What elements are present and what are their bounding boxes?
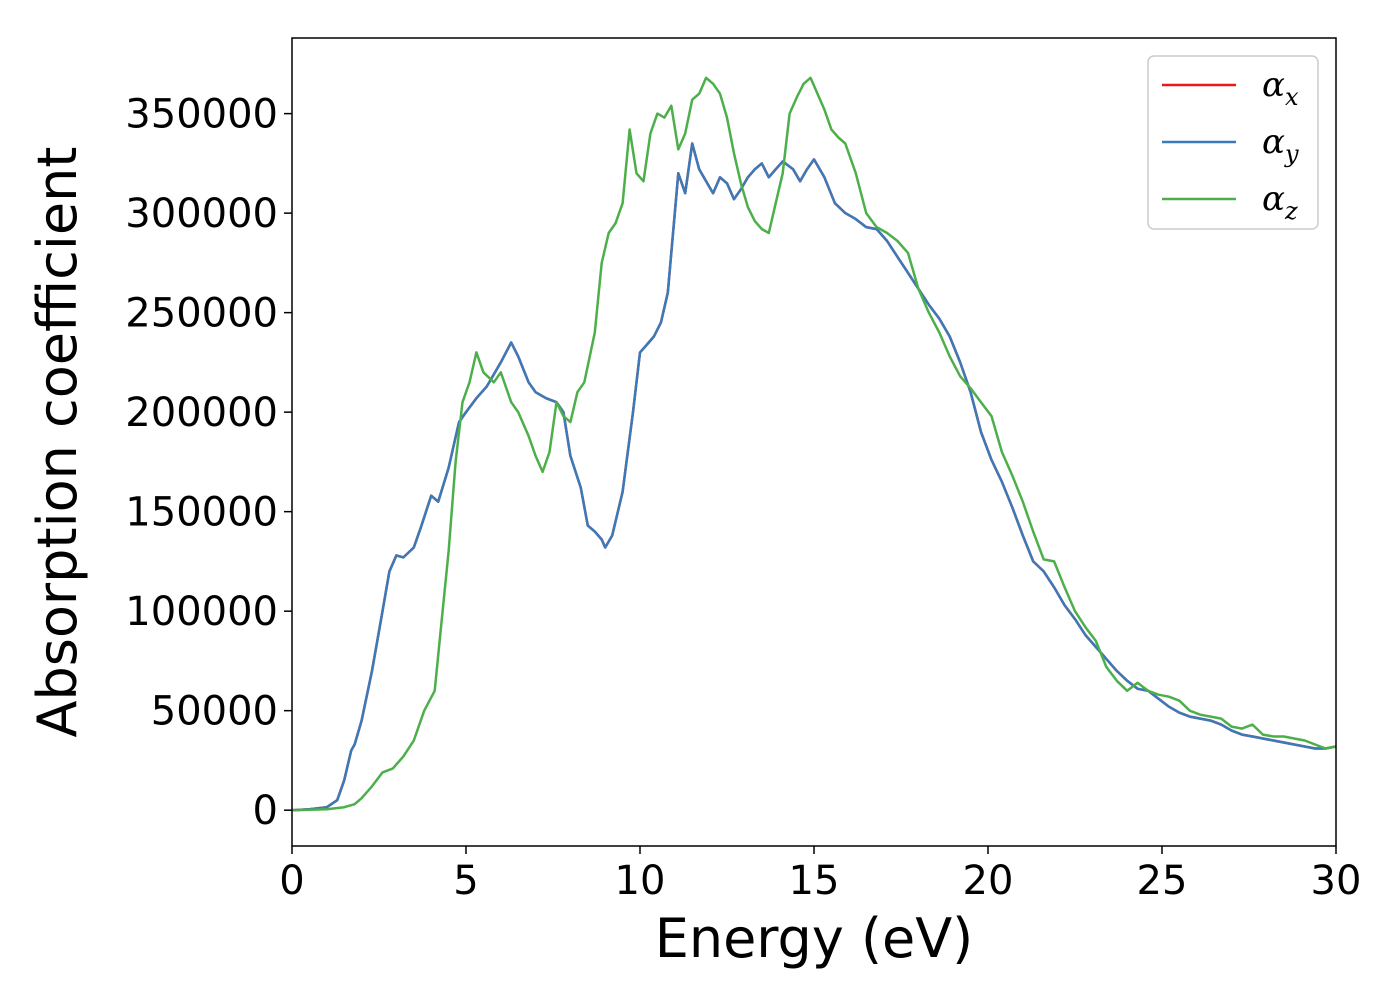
y-tick-label: 150000 <box>125 490 278 536</box>
y-tick-label: 200000 <box>125 390 278 436</box>
x-tick-label: 25 <box>1137 858 1188 904</box>
x-axis-label: Energy (eV) <box>655 907 974 970</box>
legend-symbol: α <box>1262 122 1285 162</box>
y-tick-label: 50000 <box>151 689 278 735</box>
x-axis: 0 5 10 15 20 25 30 <box>279 846 1361 904</box>
x-tick-label: 10 <box>615 858 666 904</box>
y-tick-label: 350000 <box>125 92 278 138</box>
series-line-z <box>292 76 1336 812</box>
y-tick-label: 100000 <box>125 589 278 635</box>
legend-subscript: y <box>1284 140 1299 168</box>
x-tick-label: 15 <box>789 858 840 904</box>
x-tick-label: 20 <box>963 858 1014 904</box>
series-line-x <box>292 142 1336 812</box>
y-tick-label: 300000 <box>125 191 278 237</box>
legend-entry-y: αy <box>1262 122 1299 168</box>
x-tick-label: 5 <box>453 858 478 904</box>
legend-entry-z: αz <box>1262 179 1298 225</box>
x-tick-label: 0 <box>279 858 304 904</box>
series-line-y <box>292 142 1336 812</box>
legend-symbol: α <box>1262 65 1285 105</box>
y-tick-label: 250000 <box>125 291 278 337</box>
y-axis-label: Absorption coefficient <box>26 147 89 738</box>
legend-subscript: z <box>1284 197 1298 225</box>
legend-entry-x: αx <box>1262 65 1299 111</box>
legend-subscript: x <box>1285 83 1299 111</box>
y-axis: 0 50000 100000 150000 200000 250000 300000 3500… <box>125 92 292 834</box>
series-layer <box>292 76 1336 812</box>
legend-symbol: α <box>1262 179 1285 219</box>
x-tick-label: 30 <box>1311 858 1362 904</box>
y-tick-label: 0 <box>253 788 278 834</box>
